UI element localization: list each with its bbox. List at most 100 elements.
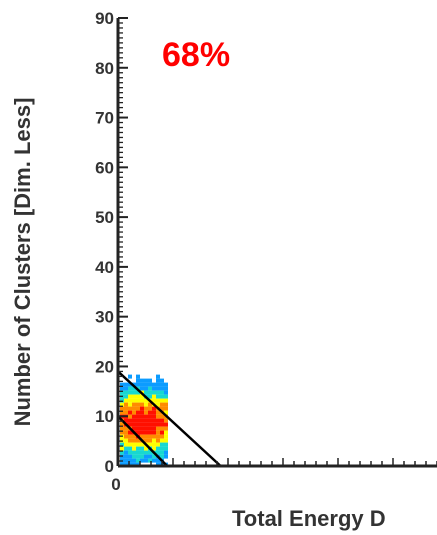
heatmap-cell — [144, 386, 148, 391]
heatmap-cell — [160, 414, 164, 419]
heatmap-cell — [132, 454, 136, 459]
heatmap-cell — [124, 446, 128, 451]
heatmap-cell — [148, 386, 152, 391]
heatmap-cell — [140, 398, 144, 403]
heatmap-cell — [120, 406, 124, 411]
heatmap-cell — [132, 458, 136, 463]
heatmap-cell — [124, 450, 128, 455]
heatmap-cell — [140, 382, 144, 387]
heatmap-cell — [156, 378, 160, 383]
boundary-line-upper-boundary — [117, 370, 222, 467]
heatmap-cell — [136, 390, 140, 395]
heatmap-cell — [148, 450, 152, 455]
heatmap-cell — [124, 442, 128, 447]
heatmap-cell — [140, 414, 144, 419]
heatmap-cell — [160, 442, 164, 447]
heatmap-cell — [136, 422, 140, 427]
heatmap-cell — [148, 418, 152, 423]
heatmap-cell — [144, 410, 148, 415]
heatmap-cell — [156, 418, 160, 423]
heatmap-cell — [144, 390, 148, 395]
heatmap-cell — [160, 386, 164, 391]
heatmap-cell — [136, 442, 140, 447]
heatmap-cell — [156, 434, 160, 439]
heatmap-cell — [148, 434, 152, 439]
heatmap-cell — [136, 458, 140, 463]
heatmap-cell — [128, 454, 132, 459]
heatmap-cell — [136, 450, 140, 455]
heatmap-cell — [140, 450, 144, 455]
heatmap-cell — [144, 398, 148, 403]
heatmap-cell — [164, 434, 168, 439]
heatmap-cell — [148, 402, 152, 407]
heatmap-cell — [128, 398, 132, 403]
heatmap-cell — [148, 438, 152, 443]
heatmap-cell — [124, 402, 128, 407]
heatmap-cell — [120, 410, 124, 415]
heatmap-cell — [160, 402, 164, 407]
heatmap-cell — [136, 410, 140, 415]
heatmap-cell — [120, 386, 124, 391]
heatmap-cell — [124, 394, 128, 399]
heatmap-cell — [164, 394, 168, 399]
heatmap-cell — [132, 414, 136, 419]
heatmap-cell — [120, 426, 124, 431]
heatmap-cell — [136, 394, 140, 399]
heatmap-cell — [164, 410, 168, 415]
heatmap-cell — [156, 438, 160, 443]
heatmap-cell — [164, 406, 168, 411]
heatmap-cell — [128, 394, 132, 399]
heatmap-cell — [128, 422, 132, 427]
heatmap-cell — [120, 442, 124, 447]
percentage-annotation: 68% — [162, 36, 230, 74]
heatmap-cell — [160, 378, 164, 383]
heatmap-cell — [152, 398, 156, 403]
heatmap-cell — [128, 402, 132, 407]
heatmap-cell — [144, 426, 148, 431]
y-tick-label: 40 — [95, 258, 114, 277]
heatmap-cell — [164, 446, 168, 451]
heatmap-cell — [128, 410, 132, 415]
heatmap-cell — [160, 430, 164, 435]
heatmap-cell — [156, 446, 160, 451]
heatmap-cell — [156, 374, 160, 379]
axes: 0 10 20 30 40 50 60 70 80 90 0 — [95, 9, 437, 494]
heatmap-cell — [136, 402, 140, 407]
heatmap-cell — [140, 410, 144, 415]
heatmap-cell — [124, 458, 128, 463]
heatmap-cell — [156, 450, 160, 455]
heatmap-cell — [140, 430, 144, 435]
heatmap-cell — [128, 382, 132, 387]
heatmap-cell — [128, 386, 132, 391]
heatmap-cell — [124, 382, 128, 387]
heatmap-cell — [140, 458, 144, 463]
heatmap-cell — [148, 442, 152, 447]
heatmap-cell — [144, 438, 148, 443]
heatmap-cell — [136, 438, 140, 443]
heatmap-cell — [156, 410, 160, 415]
y-tick-label: 20 — [95, 357, 114, 376]
heatmap-cell — [156, 386, 160, 391]
heatmap-cell — [148, 426, 152, 431]
heatmap-cell — [132, 394, 136, 399]
heatmap-cell — [156, 402, 160, 407]
heatmap-cell — [156, 430, 160, 435]
heatmap-cell — [164, 382, 168, 387]
heatmap-cell — [152, 458, 156, 463]
heatmap-cell — [164, 442, 168, 447]
heatmap-cell — [140, 406, 144, 411]
heatmap-cell — [136, 426, 140, 431]
heatmap-cell — [164, 386, 168, 391]
heatmap-cell — [164, 390, 168, 395]
x-axis-label: Total Energy D — [232, 506, 386, 531]
heatmap-cell — [136, 382, 140, 387]
heatmap-density — [120, 374, 168, 467]
heatmap-cell — [124, 454, 128, 459]
heatmap-cell — [140, 394, 144, 399]
heatmap-cell — [132, 434, 136, 439]
heatmap-cell — [152, 390, 156, 395]
heatmap-cell — [152, 418, 156, 423]
heatmap-cell — [148, 458, 152, 463]
heatmap-cell — [156, 414, 160, 419]
